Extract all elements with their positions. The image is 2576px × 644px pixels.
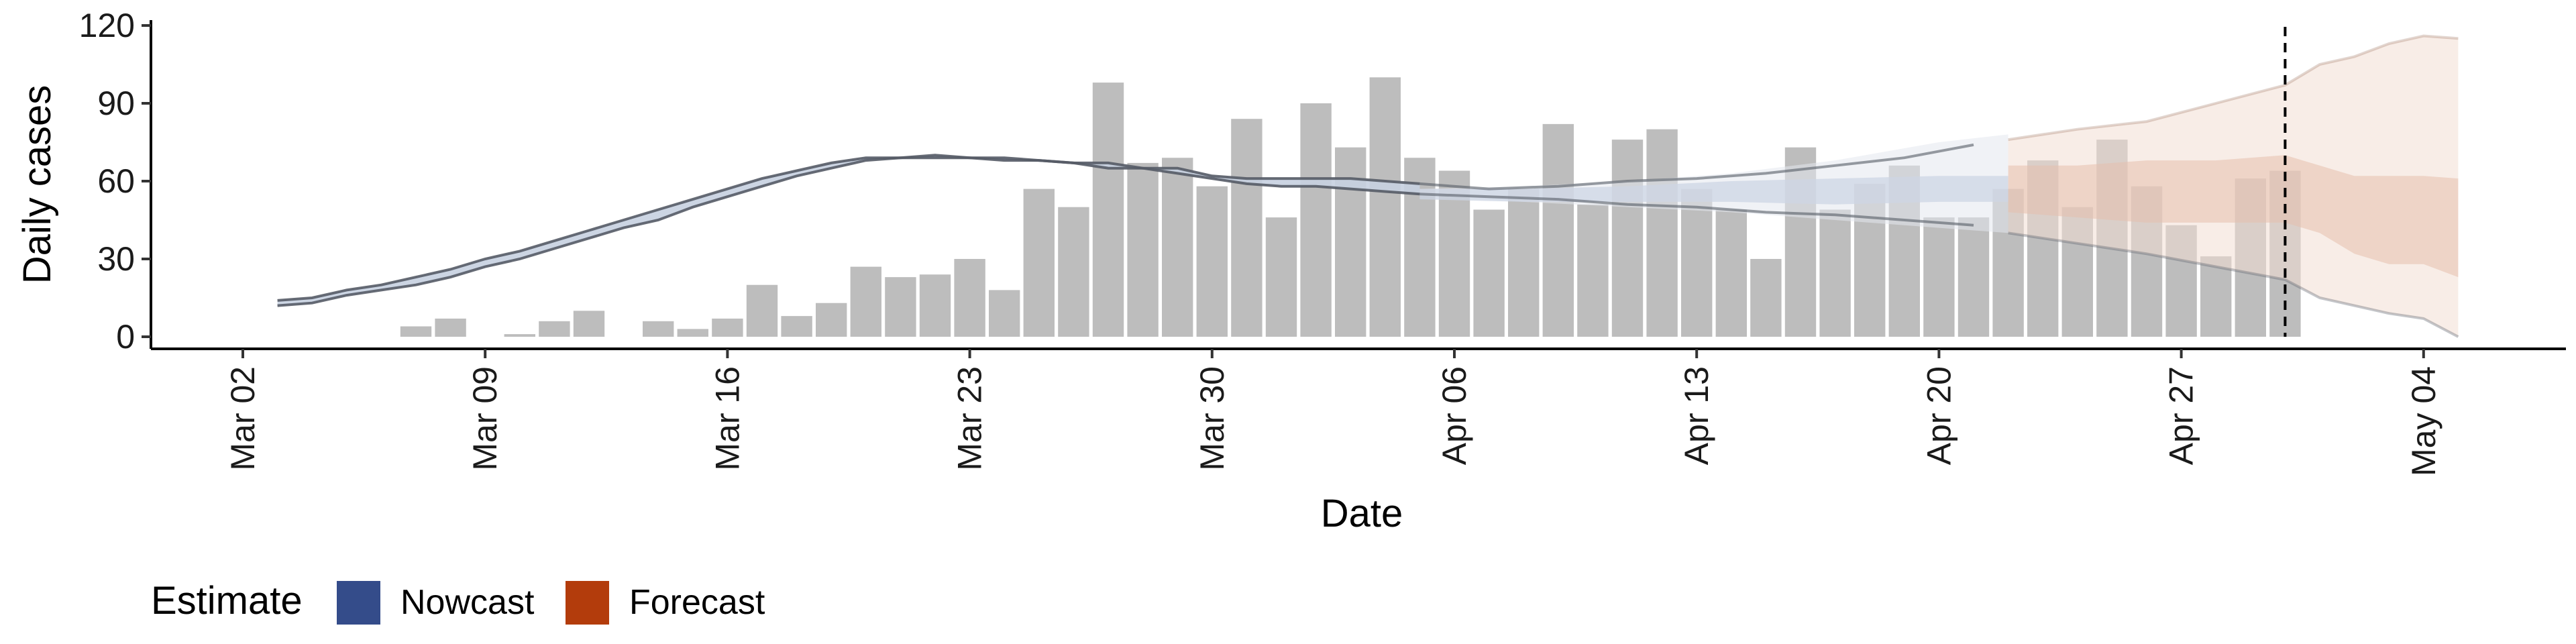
bar (954, 259, 985, 337)
bar (573, 311, 605, 337)
bar (1023, 189, 1055, 337)
x-tick-label: Mar 23 (951, 366, 989, 471)
nowcast-inner-band (1419, 176, 2008, 205)
legend-title: Estimate (151, 579, 303, 623)
axes: Date Daily cases 0 30 60 90 120 Mar 02 Mar 09 M… (15, 7, 2566, 535)
x-tick-label: Apr 20 (1920, 366, 1957, 465)
legend: Estimate Nowcast Forecast (151, 579, 765, 625)
bar (1300, 103, 1332, 337)
legend-swatch-nowcast (337, 581, 380, 625)
bar (643, 321, 674, 337)
bar (1923, 217, 1955, 337)
forecast-inner-band (2008, 155, 2459, 278)
bar (1957, 217, 1990, 337)
backcast-lower-line (277, 156, 1420, 307)
bar (712, 318, 743, 337)
legend-label-nowcast: Nowcast (400, 583, 535, 622)
bar (1265, 217, 1297, 337)
x-tick-label: Mar 09 (466, 366, 504, 471)
bar (504, 334, 535, 337)
forecast-upper-line (2008, 34, 2459, 142)
y-axis-title: Daily cases (15, 85, 59, 284)
bar (1335, 147, 1366, 337)
nowcast-upper-line (1419, 143, 1974, 191)
bar (1369, 77, 1401, 337)
y-tick-label: 120 (79, 7, 135, 44)
x-tick-label: Apr 06 (1436, 366, 1473, 465)
bar (677, 329, 708, 337)
x-tick-label: Mar 30 (1193, 366, 1231, 471)
bar (2200, 256, 2232, 337)
bar (1508, 189, 1540, 337)
x-tick-label: May 04 (2405, 366, 2443, 476)
bar (1127, 162, 1159, 337)
x-axis-title: Date (1321, 492, 1403, 535)
x-tick-label: Mar 02 (224, 366, 262, 471)
x-tick-label: Apr 13 (1678, 366, 1715, 465)
legend-label-forecast: Forecast (629, 583, 765, 622)
bar (400, 326, 432, 337)
bar (816, 303, 847, 337)
bar (885, 277, 916, 337)
forecast-lower-line (2008, 231, 2459, 338)
x-tick-label: Apr 27 (2163, 366, 2200, 465)
bar (1231, 119, 1263, 337)
y-tick-label: 60 (97, 162, 135, 200)
bar (746, 284, 778, 337)
y-tick-label: 0 (116, 318, 135, 356)
bar (1681, 189, 1713, 337)
bar (435, 318, 466, 337)
x-tick-label: Mar 16 (708, 366, 746, 471)
bar (1611, 140, 1644, 337)
bar (1196, 186, 1228, 337)
bar (1646, 129, 1678, 337)
bar (989, 290, 1020, 337)
bar (539, 321, 570, 337)
bar (781, 316, 812, 337)
y-tick-label: 30 (97, 240, 135, 278)
bar (850, 266, 881, 337)
bar (1750, 259, 1782, 337)
bar (1577, 204, 1609, 337)
bar (1162, 158, 1193, 337)
backcast-upper-line (277, 154, 1420, 302)
bar (919, 274, 951, 337)
bar (1473, 209, 1505, 337)
plot-area (277, 27, 2459, 338)
bar (1058, 207, 1089, 337)
legend-swatch-forecast (566, 581, 609, 625)
y-tick-label: 90 (97, 85, 135, 122)
bar (1092, 83, 1124, 337)
bar (1542, 123, 1574, 337)
bar (1819, 209, 1851, 337)
bar (1715, 209, 1747, 337)
nowcast-lower-line (1419, 193, 1974, 227)
